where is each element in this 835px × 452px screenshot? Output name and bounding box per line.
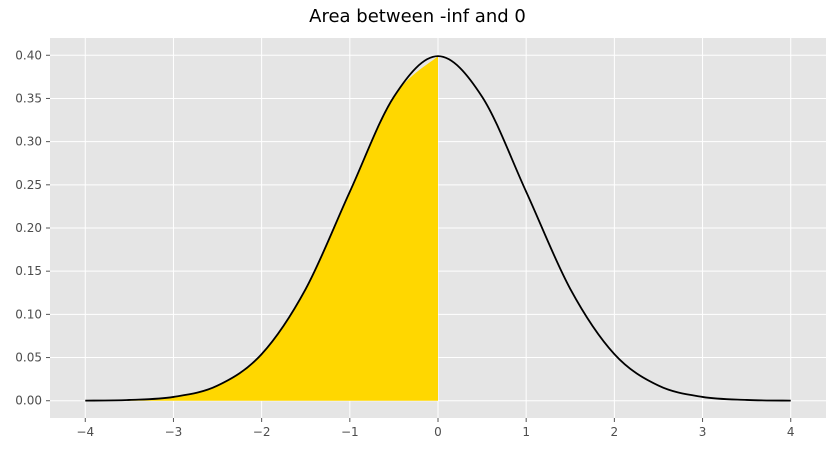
- x-tick-label: 3: [699, 425, 707, 439]
- x-tick-label: 4: [787, 425, 795, 439]
- x-tick-label: 1: [522, 425, 530, 439]
- y-tick-label: 0.10: [15, 307, 42, 321]
- x-tick-label: −2: [253, 425, 271, 439]
- y-axis: 0.00 0.05 0.10 0.15 0.20 0.25 0.30 0.35 0.40: [15, 48, 50, 408]
- y-tick-label: 0.00: [15, 394, 42, 408]
- y-tick-label: 0.25: [15, 178, 42, 192]
- x-tick-label: −3: [165, 425, 183, 439]
- y-tick-label: 0.15: [15, 264, 42, 278]
- y-tick-label: 0.30: [15, 135, 42, 149]
- y-tick-label: 0.35: [15, 91, 42, 105]
- x-axis: −4 −3 −2 −1 0 1 2 3 4: [76, 418, 795, 439]
- curve-layer: [85, 55, 791, 402]
- y-tick-label: 0.20: [15, 221, 42, 235]
- chart-title: Area between -inf and 0: [309, 6, 526, 27]
- y-tick-label: 0.40: [15, 48, 42, 62]
- shaded-area: [85, 56, 439, 401]
- x-tick-label: −4: [76, 425, 94, 439]
- y-tick-label: 0.05: [15, 351, 42, 365]
- x-tick-label: −1: [341, 425, 359, 439]
- x-tick-label: 0: [434, 425, 442, 439]
- x-tick-label: 2: [611, 425, 619, 439]
- density-curve: [85, 55, 791, 402]
- shaded-area-layer: [85, 56, 439, 401]
